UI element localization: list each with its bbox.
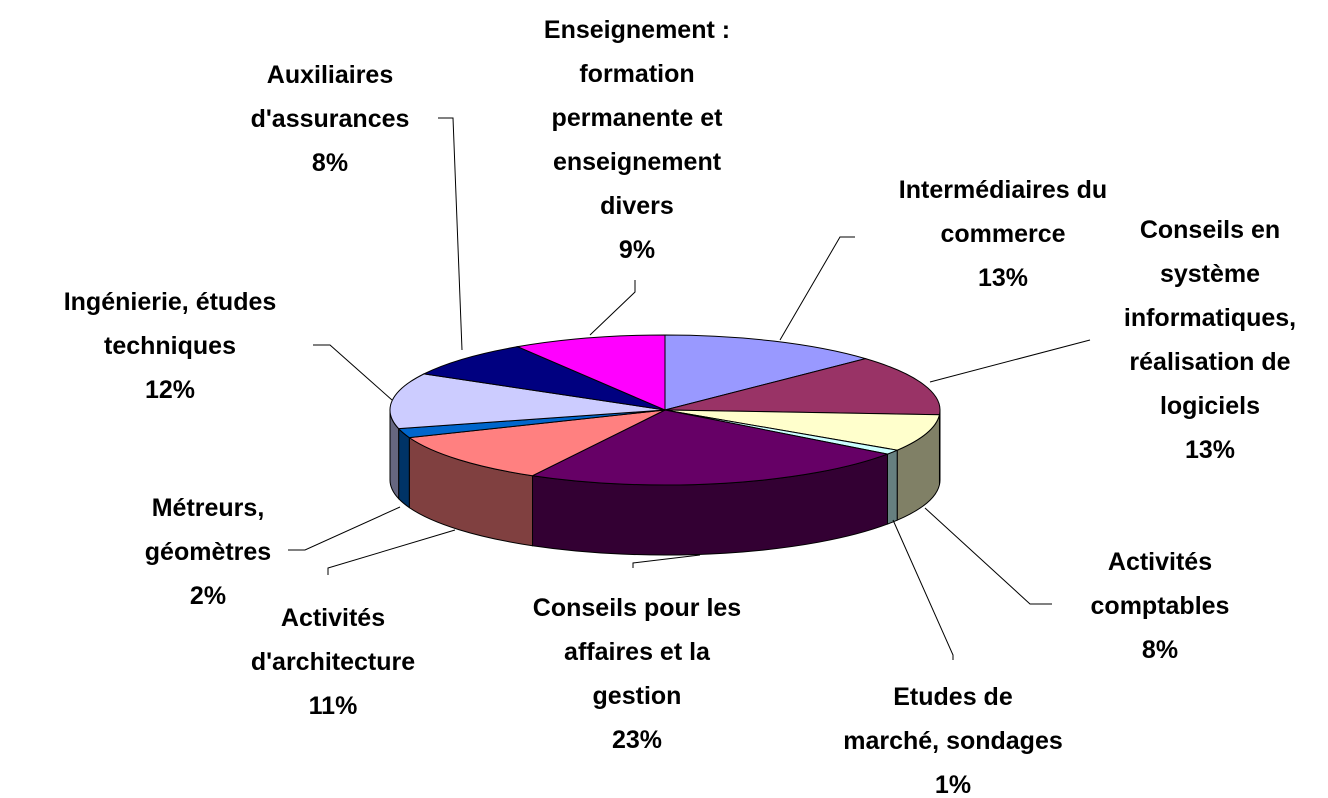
value-label: 9% [618, 236, 656, 264]
slice-side [886, 449, 898, 525]
category-label: Ingénierie, études techniques [63, 288, 277, 360]
slice-label: Ingénierie, études techniques 12% [64, 280, 277, 412]
category-label: Conseils pour les affaires et la gestion [532, 594, 742, 710]
slice-label: Etudes de marché, sondages 1% [843, 675, 1063, 798]
slice-label: Intermédiaires du commerce 13% [899, 168, 1107, 300]
value-label: 13% [1184, 436, 1236, 464]
value-label: 8% [1141, 636, 1179, 664]
category-label: Métreurs, géomètres [144, 494, 272, 566]
value-label: 11% [308, 692, 358, 720]
category-label: Activités comptables [1090, 548, 1230, 620]
slice [407, 409, 666, 477]
slice-side [398, 427, 410, 509]
value-label: 2% [189, 582, 227, 610]
category-label: Enseignement : formation permanente et e… [543, 16, 731, 220]
value-label: 8% [311, 149, 349, 177]
slice [664, 358, 941, 416]
leader-lines [288, 117, 1091, 660]
category-label: Auxiliaires d'assurances [250, 61, 410, 133]
slice [422, 346, 666, 411]
slice-label: Enseignement : formation permanente et e… [544, 8, 730, 272]
slice-label: Activités comptables 8% [1091, 540, 1230, 672]
slice [530, 409, 890, 486]
slice-label: Conseils en système informatiques, réali… [1124, 208, 1296, 472]
slice-label: Métreurs, géomètres 2% [145, 486, 271, 618]
slice-label: Activités d'architecture 11% [251, 596, 415, 728]
value-label: 23% [611, 726, 663, 754]
category-label: Conseils en système informatiques, réali… [1123, 216, 1297, 420]
category-label: Activités d'architecture [250, 604, 416, 676]
slice [664, 409, 941, 451]
slice-label: Conseils pour les affaires et la gestion… [533, 586, 741, 762]
value-label: 1% [934, 771, 972, 798]
category-label: Etudes de marché, sondages [843, 683, 1063, 755]
value-label: 13% [977, 264, 1029, 292]
slice-label: Auxiliaires d'assurances 8% [251, 53, 410, 185]
category-label: Intermédiaires du commerce [898, 176, 1108, 248]
slice [389, 373, 666, 430]
slice [664, 334, 868, 411]
slice [515, 334, 666, 411]
value-label: 12% [144, 376, 196, 404]
